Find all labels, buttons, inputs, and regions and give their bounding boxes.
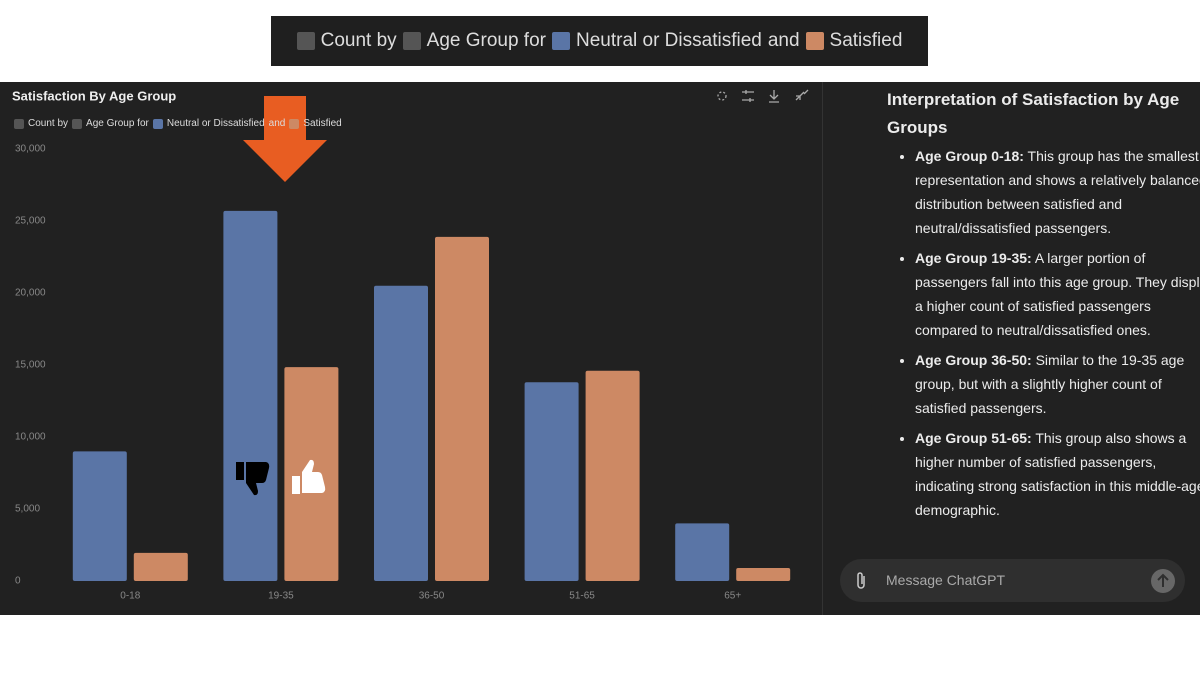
legend-text: Age Group for [426,30,546,51]
bar [435,236,489,581]
axis-icon [72,118,83,129]
bullet: Age Group 36-50: Similar to the 19-35 ag… [915,348,1200,420]
bar [736,568,791,581]
legend-text: Age Group for [86,118,149,129]
panel-heading: Interpretation of Satisfaction by Age Gr… [887,90,1180,137]
legend-banner: Count by Age Group for Neutral or Dissatis… [271,16,928,66]
y-tick-label: 0 [15,576,21,587]
legend-text: and [268,118,286,129]
bar [585,370,640,581]
response-panel: Interpretation of Satisfaction by Age Gr… [822,82,1200,615]
x-tick-label: 51-65 [569,591,595,602]
bullet-list: Age Group 0-18: This group has the small… [895,144,1200,544]
arrow [243,96,327,182]
x-tick-label: 0-18 [120,591,140,602]
x-tick-label: 65+ [724,591,741,602]
legend-entry: Satisfied [829,30,903,51]
y-tick-label: 25,000 [15,216,46,227]
axis-icon [14,118,24,129]
bar [524,382,579,581]
bullet: Age Group 0-18: This group has the small… [915,144,1200,240]
legend-text: Count by [320,30,397,51]
bar [223,210,278,582]
bar [133,552,188,581]
message-input[interactable]: Message ChatGPT [840,559,1185,602]
x-tick-label: 19-35 [268,591,294,602]
y-tick-label: 15,000 [15,360,46,371]
bullet-label: Age Group 51-65: [915,430,1032,446]
x-tick-label: 36-50 [419,591,445,602]
thumbs-icons [236,459,326,496]
bullet-label: Age Group 0-18: [915,148,1024,164]
axis-icon [296,32,315,50]
legend-swatch [551,32,570,50]
y-tick-label: 10,000 [15,432,46,443]
legend-text: and [767,30,800,51]
bullet: Age Group 51-65: This group also shows a… [915,426,1200,522]
y-tick-label: 30,000 [15,144,46,155]
bullet: Age Group 19-35: A larger portion of pas… [915,246,1200,342]
bullet-label: Age Group 36-50: [915,352,1032,368]
legend-entry: Satisfied [303,118,342,129]
chart-title: Satisfaction By Age Group [12,88,176,103]
toolbar[interactable] [717,89,809,103]
legend-entry: Neutral or Dissatisfied [166,118,265,129]
bullet-text: Similar to the 19-35 age group, but with… [915,352,1185,416]
bullet-text: A larger portion of passengers fall into… [915,250,1200,338]
bar [374,285,428,581]
legend-text: Count by [28,118,69,129]
y-tick-label: 5,000 [15,504,40,515]
legend-swatch [805,32,824,50]
legend-swatch [152,118,163,129]
bar [72,451,127,581]
input-placeholder: Message ChatGPT [886,572,1006,588]
bullet-text: This group also shows a higher number of… [915,430,1200,518]
chart: Satisfaction By Age Group 0 5,000 10,000 15… [0,82,822,615]
chart-legend: Count by Age Group for Neutral or Dissatis… [14,118,342,129]
axis-icon [402,32,421,50]
legend-entry: Neutral or Dissatisfied [575,30,762,51]
bullet-text: This group has the smallest representati… [915,148,1200,236]
bullet-label: Age Group 19-35: [915,250,1032,266]
attach-icon[interactable] [852,571,870,591]
send-button[interactable] [1150,568,1176,594]
y-tick-label: 20,000 [15,288,46,299]
legend-swatch [289,118,300,129]
bar [675,523,730,581]
